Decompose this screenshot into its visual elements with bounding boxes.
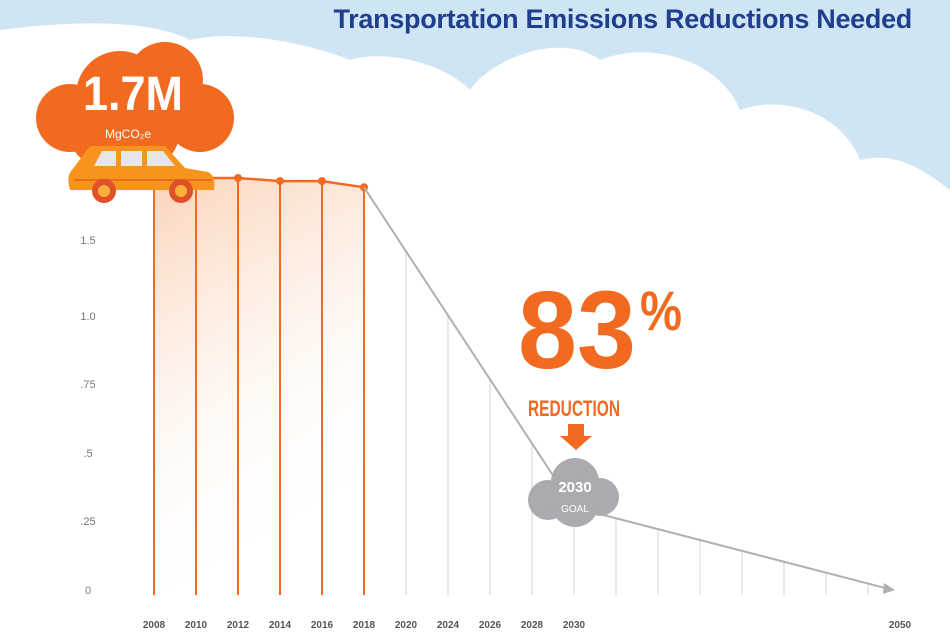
y-tick-label: 1.0 <box>80 311 95 323</box>
goal-label: GOAL <box>561 504 589 515</box>
car-hub <box>175 185 187 197</box>
callout-value: 83 <box>518 269 636 392</box>
headline-value: 1.7M <box>83 68 183 121</box>
y-tick-label: 1.5 <box>80 235 95 247</box>
car-hub <box>98 185 110 197</box>
callout-label: REDUCTION <box>528 396 620 421</box>
headline-unit: MgCO₂e <box>105 127 151 141</box>
y-tick-label: 0 <box>85 585 91 597</box>
x-tick-label: 2024 <box>437 620 460 631</box>
x-tick-label: 2012 <box>227 620 250 631</box>
area-fill <box>154 178 364 595</box>
chart-title: Transportation Emissions Reductions Need… <box>333 4 912 34</box>
car-window <box>94 151 116 166</box>
actual-point <box>318 177 326 186</box>
cloud-puff <box>166 84 234 152</box>
car-window <box>121 151 142 166</box>
y-tick-label: .25 <box>80 516 95 528</box>
actual-point <box>234 174 242 182</box>
x-tick-label: 2008 <box>143 620 166 631</box>
x-tick-label: 2028 <box>521 620 544 631</box>
y-tick-label: .5 <box>83 448 92 460</box>
x-tick-label: 2016 <box>311 620 334 631</box>
x-tick-label: 2050 <box>889 620 912 631</box>
x-tick-label: 2010 <box>185 620 208 631</box>
goal-cloud: 2030 GOAL <box>528 458 619 527</box>
x-tick-label: 2020 <box>395 620 418 631</box>
x-tick-label: 2014 <box>269 620 292 631</box>
callout-percent: % <box>640 279 682 342</box>
arrow-head <box>883 583 895 594</box>
cloud-puff <box>551 479 599 527</box>
actual-point <box>276 177 284 186</box>
arrow-down-icon <box>560 424 592 450</box>
x-tick-label: 2018 <box>353 620 376 631</box>
y-tick-label: .75 <box>80 379 95 391</box>
car-window <box>147 151 175 166</box>
car-icon <box>68 146 215 203</box>
x-tick-label: 2030 <box>563 620 586 631</box>
x-tick-label: 2026 <box>479 620 502 631</box>
goal-year: 2030 <box>558 479 591 496</box>
